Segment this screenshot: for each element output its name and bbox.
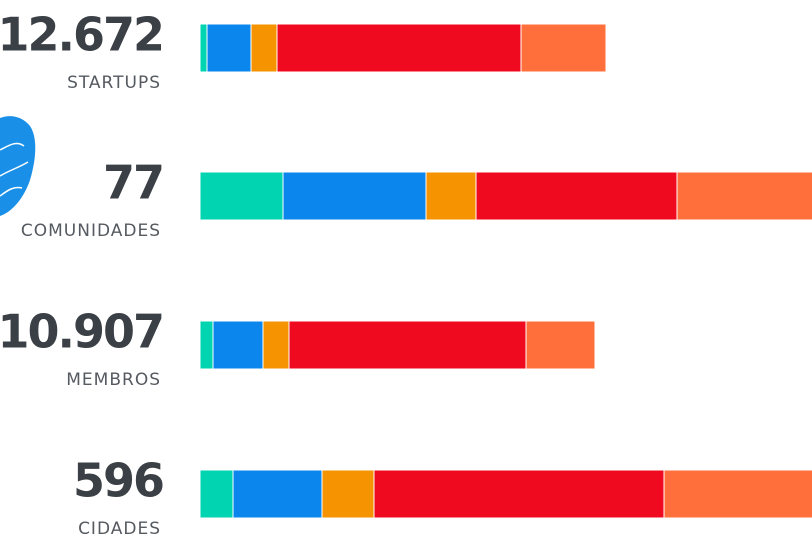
count: 12.672 [0, 8, 163, 62]
bar-segment [288, 320, 527, 370]
count-label: MEMBROS [66, 370, 161, 390]
count: 77 [103, 156, 163, 210]
bar-segment [199, 23, 208, 73]
bar-segment [250, 23, 278, 73]
bar-segment [232, 469, 323, 519]
bar-segment [262, 320, 290, 370]
bar-segment [676, 171, 812, 221]
bar-segment [199, 171, 284, 221]
bar-segment [663, 469, 812, 519]
map-icon [0, 116, 36, 216]
bar-segment [525, 320, 596, 370]
count-label: CIDADES [78, 519, 161, 538]
bar-segment [206, 23, 252, 73]
bar-segment [425, 171, 477, 221]
bar-segment [276, 23, 522, 73]
bar-segment [520, 23, 607, 73]
bar-segment [475, 171, 678, 221]
count-label: COMUNIDADES [21, 221, 161, 241]
count-label: STARTUPS [67, 73, 161, 93]
bar-segment [199, 469, 234, 519]
bar-segment [199, 320, 214, 370]
bar-segment [282, 171, 427, 221]
count: 10.907 [0, 305, 163, 359]
bar-segment [321, 469, 375, 519]
bar-segment [212, 320, 264, 370]
count: 596 [73, 454, 163, 508]
bar-segment [373, 469, 665, 519]
